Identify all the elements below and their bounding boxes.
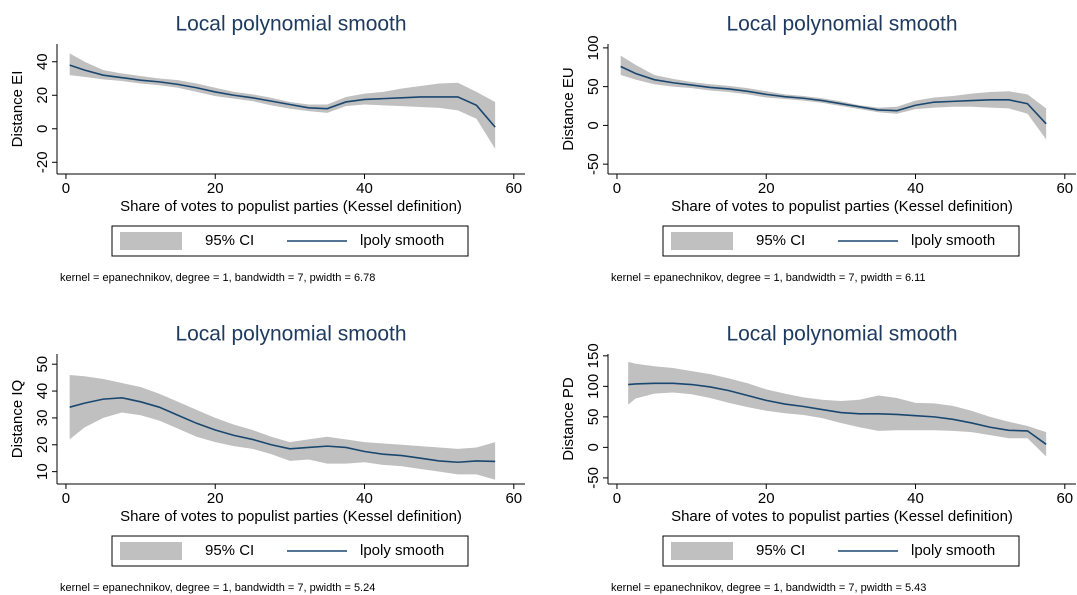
y-tick-label: 50 [34, 356, 51, 373]
chart-title: Local polynomial smooth [726, 323, 957, 346]
y-axis-label: Distance PD [560, 377, 577, 461]
y-axis-label: Distance EU [560, 67, 577, 150]
ci-band [69, 53, 496, 149]
y-tick-label: -50 [585, 467, 602, 489]
y-tick-label: 0 [585, 443, 602, 451]
x-tick-label: 60 [1056, 180, 1073, 197]
x-tick-label: 60 [1056, 490, 1073, 507]
x-axis-label: Share of votes to populist parties (Kess… [120, 198, 462, 215]
legend-label: lpoly smooth [360, 542, 444, 559]
smooth-line [620, 65, 1047, 125]
ci-band [69, 374, 496, 480]
y-tick-label: 20 [34, 436, 51, 453]
x-tick-label: 40 [907, 180, 924, 197]
y-tick-label: 50 [585, 78, 602, 95]
chart-title: Local polynomial smooth [175, 323, 406, 346]
x-tick-label: 40 [356, 490, 373, 507]
chart-note: kernel = epanechnikov, degree = 1, bandw… [60, 582, 375, 594]
x-axis-label: Share of votes to populist parties (Kess… [671, 508, 1013, 525]
x-tick-label: 0 [62, 180, 70, 197]
panel: Local polynomial smooth -50 0 50 100 150 0 20 40… [560, 323, 1076, 594]
y-tick-label: 100 [585, 374, 602, 399]
y-tick-label: 30 [34, 410, 51, 427]
y-tick-label: 10 [34, 463, 51, 480]
x-axis-label: Share of votes to populist parties (Kess… [120, 508, 462, 525]
y-tick-label: -20 [34, 151, 51, 173]
x-tick-label: 20 [207, 490, 224, 507]
legend-swatch [671, 232, 733, 250]
ci-band [628, 361, 1047, 457]
y-tick-label: 50 [585, 409, 602, 426]
chart-note: kernel = epanechnikov, degree = 1, bandw… [611, 582, 926, 594]
x-tick-label: 20 [758, 490, 775, 507]
y-tick-label: 150 [585, 343, 602, 368]
smooth-line [69, 64, 496, 128]
chart-title: Local polynomial smooth [726, 13, 957, 36]
ci-band [620, 55, 1047, 140]
x-tick-label: 40 [907, 490, 924, 507]
x-tick-label: 20 [207, 180, 224, 197]
panel: Local polynomial smooth 10 20 30 40 50 0 20 40 60… [9, 323, 525, 594]
legend-label: lpoly smooth [360, 232, 444, 249]
y-tick-label: 0 [34, 125, 51, 133]
chart-note: kernel = epanechnikov, degree = 1, bandw… [60, 272, 375, 284]
legend-swatch [120, 542, 182, 560]
y-tick-label: 40 [34, 53, 51, 70]
y-tick-label: 0 [585, 121, 602, 129]
panel: Local polynomial smooth -50 0 50 100 0 20 40 60 D… [560, 13, 1076, 284]
x-tick-label: 40 [356, 180, 373, 197]
legend-label: 95% CI [205, 542, 254, 559]
y-tick-label: 40 [34, 383, 51, 400]
smooth-line [69, 396, 496, 464]
legend-swatch [120, 232, 182, 250]
x-axis-label: Share of votes to populist parties (Kess… [671, 198, 1013, 215]
x-tick-label: 20 [758, 180, 775, 197]
x-tick-label: 0 [613, 180, 621, 197]
x-tick-label: 0 [613, 490, 621, 507]
y-tick-label: -50 [585, 153, 602, 175]
y-tick-label: 100 [585, 35, 602, 60]
legend-label: 95% CI [756, 232, 805, 249]
y-tick-label: 20 [34, 87, 51, 104]
chart-note: kernel = epanechnikov, degree = 1, bandw… [611, 272, 926, 284]
smooth-line [628, 382, 1047, 445]
legend-label: 95% CI [205, 232, 254, 249]
y-axis-label: Distance IQ [9, 380, 26, 458]
legend-label: 95% CI [756, 542, 805, 559]
x-tick-label: 60 [505, 180, 522, 197]
chart-title: Local polynomial smooth [175, 13, 406, 36]
legend-label: lpoly smooth [911, 542, 995, 559]
x-tick-label: 0 [62, 490, 70, 507]
legend-label: lpoly smooth [911, 232, 995, 249]
x-tick-label: 60 [505, 490, 522, 507]
panel: Local polynomial smooth -20 0 20 40 0 20 40 60 Di… [9, 13, 525, 284]
legend-swatch [671, 542, 733, 560]
y-axis-label: Distance EI [9, 71, 26, 148]
